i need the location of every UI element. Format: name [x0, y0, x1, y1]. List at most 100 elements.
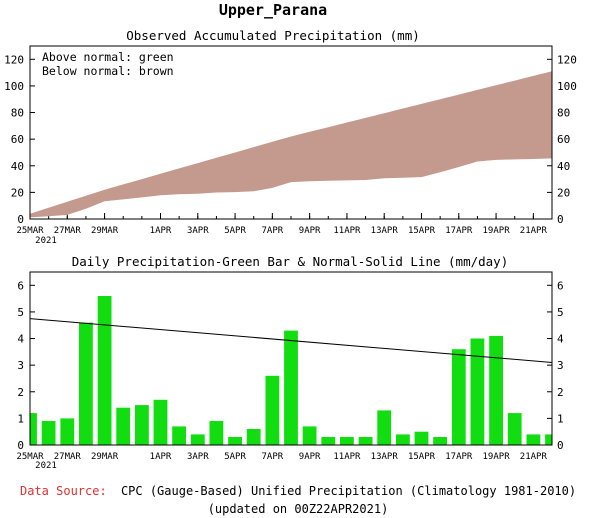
y-tick-label-left: 1 — [17, 412, 24, 425]
y-tick-label-right: 100 — [557, 80, 577, 93]
daily-precip-bar — [79, 322, 93, 445]
x-tick-label: 17APR — [445, 452, 473, 462]
accumulated-plot-frame — [29, 45, 553, 220]
y-tick-label-left: 80 — [11, 107, 24, 120]
daily-precip-bar — [433, 437, 447, 445]
accumulated-year-label: 2021 — [35, 236, 57, 246]
daily-precip-bar — [451, 349, 466, 445]
daily-precip-bar — [60, 418, 75, 445]
x-tick-label: 5APR — [224, 226, 246, 236]
daily-precip-bar — [97, 296, 112, 445]
y-tick-label-right: 80 — [557, 107, 570, 120]
daily-precip-bar — [507, 413, 522, 445]
x-tick-label: 1APR — [150, 452, 172, 462]
accumulated-precip-chart: Observed Accumulated Precipitation (mm) … — [4, 28, 577, 246]
y-tick-label-right: 1 — [557, 412, 564, 425]
y-tick-label-right: 5 — [557, 306, 564, 319]
daily-precip-bar — [321, 437, 336, 445]
x-tick-label: 11APR — [333, 452, 361, 462]
x-tick-label: 27MAR — [54, 226, 82, 236]
daily-precip-bar — [116, 407, 131, 445]
y-tick-label-right: 6 — [557, 279, 564, 292]
daily-precip-bar — [30, 413, 37, 445]
daily-precip-bar — [489, 335, 503, 445]
x-tick-label: 29MAR — [91, 226, 119, 236]
legend-above: Above normal: green — [42, 50, 174, 64]
y-tick-label-left: 120 — [4, 53, 24, 66]
y-tick-label-left: 0 — [17, 439, 24, 452]
daily-precip-bar — [470, 338, 485, 445]
x-tick-label: 17APR — [445, 226, 473, 236]
x-tick-label: 3APR — [187, 452, 209, 462]
x-tick-label: 19APR — [483, 226, 511, 236]
x-tick-label: 5APR — [224, 452, 246, 462]
daily-precip-bar — [41, 421, 56, 445]
y-tick-label-right: 40 — [557, 160, 570, 173]
normal-line — [29, 318, 553, 363]
page-title: Upper_Parana — [219, 1, 327, 19]
daily-precip-bar — [377, 410, 392, 445]
daily-precip-bar — [284, 330, 298, 445]
updated-note: (updated on 00Z22APR2021) — [208, 502, 389, 516]
y-tick-label-right: 0 — [557, 213, 564, 226]
daily-chart-title: Daily Precipitation-Green Bar & Normal-S… — [72, 254, 509, 269]
daily-precip-bar — [414, 431, 429, 445]
daily-precip-bar — [135, 405, 149, 445]
daily-precip-bar — [358, 437, 373, 445]
data-source-line: Data Source: CPC (Gauge-Based) Unified P… — [20, 484, 576, 498]
x-tick-label: 7APR — [262, 226, 284, 236]
daily-precip-bar — [302, 426, 317, 445]
y-tick-label-right: 2 — [557, 386, 564, 399]
y-tick-label-left: 2 — [17, 386, 24, 399]
daily-year-label: 2021 — [35, 461, 57, 471]
y-tick-label-left: 60 — [11, 133, 24, 146]
y-tick-label-right: 20 — [557, 186, 570, 199]
x-tick-label: 15APR — [408, 452, 436, 462]
x-tick-label: 9APR — [299, 226, 321, 236]
daily-precip-bar — [172, 426, 186, 445]
x-tick-label: 27MAR — [54, 452, 82, 462]
x-tick-label: 19APR — [483, 452, 511, 462]
data-source-label: Data Source: — [20, 484, 107, 498]
x-tick-label: 25MAR — [16, 452, 44, 462]
y-tick-label-right: 3 — [557, 359, 564, 372]
x-tick-label: 11APR — [333, 226, 361, 236]
daily-precip-bar — [209, 421, 224, 445]
x-tick-label: 13APR — [371, 452, 399, 462]
daily-precip-bar — [545, 434, 552, 445]
y-tick-label-left: 0 — [17, 213, 24, 226]
daily-precip-bar — [265, 375, 280, 445]
daily-precip-bar — [153, 399, 168, 445]
daily-precip-bar — [526, 434, 541, 445]
y-tick-label-left: 100 — [4, 80, 24, 93]
legend-below: Below normal: brown — [42, 64, 174, 78]
daily-precip-bar — [190, 434, 205, 445]
y-tick-label-left: 5 — [17, 306, 24, 319]
x-tick-label: 7APR — [262, 452, 284, 462]
y-tick-label-right: 60 — [557, 133, 570, 146]
daily-precip-chart: Daily Precipitation-Green Bar & Normal-S… — [16, 254, 564, 471]
y-tick-label-right: 0 — [557, 439, 564, 452]
daily-precip-bar — [228, 437, 242, 445]
x-tick-label: 15APR — [408, 226, 436, 236]
y-tick-label-left: 4 — [17, 333, 24, 346]
x-tick-label: 29MAR — [91, 452, 119, 462]
x-tick-label: 1APR — [150, 226, 172, 236]
y-tick-label-left: 40 — [11, 160, 24, 173]
daily-precip-bar — [246, 429, 261, 445]
y-tick-label-left: 20 — [11, 186, 24, 199]
x-tick-label: 21APR — [520, 226, 548, 236]
x-tick-label: 3APR — [187, 226, 209, 236]
daily-precip-bar — [340, 437, 354, 445]
accumulated-chart-title: Observed Accumulated Precipitation (mm) — [126, 28, 420, 43]
y-tick-label-left: 6 — [17, 279, 24, 292]
y-tick-label-right: 120 — [557, 53, 577, 66]
x-tick-label: 13APR — [371, 226, 399, 236]
y-tick-label-right: 4 — [557, 333, 564, 346]
x-tick-label: 25MAR — [16, 226, 44, 236]
below-normal-area — [30, 71, 552, 218]
data-source-text: CPC (Gauge-Based) Unified Precipitation … — [121, 484, 576, 498]
daily-precip-bar — [396, 434, 410, 445]
x-tick-label: 21APR — [520, 452, 548, 462]
